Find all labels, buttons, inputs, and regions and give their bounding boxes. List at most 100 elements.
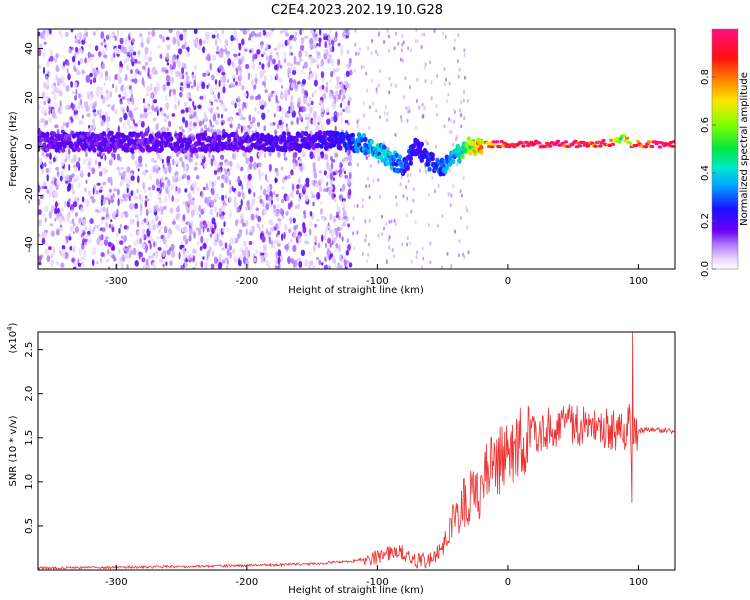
noise-speck [257,162,262,168]
noise-speck [162,251,166,258]
noise-speck [141,77,145,86]
ridge-point [610,142,616,146]
noise-speck [151,29,156,37]
noise-speck [183,102,188,107]
noise-speck [226,79,230,84]
ridge-point [537,141,542,145]
noise-speck [187,46,190,53]
noise-speck [159,34,163,39]
noise-speck [238,229,243,234]
noise-speck [261,112,266,121]
noise-speck [283,157,288,161]
noise-speck [376,52,379,57]
noise-speck [285,32,289,37]
noise-speck [153,107,158,112]
noise-speck [278,119,283,126]
noise-speck [186,221,190,226]
noise-speck [347,122,350,126]
noise-speck [107,176,111,183]
noise-speck [107,241,112,247]
noise-speck [68,198,71,203]
noise-speck [453,119,456,124]
ridge-point [38,146,41,153]
noise-speck [100,219,103,225]
noise-speck [131,37,136,44]
noise-speck [171,250,176,259]
noise-speck [276,104,280,112]
noise-speck [110,219,113,223]
noise-speck [41,149,45,157]
noise-speck [50,259,54,267]
noise-speck [304,259,309,267]
noise-speck [132,119,135,125]
noise-speck [415,255,418,259]
noise-speck [315,235,317,243]
noise-speck [116,153,121,161]
noise-speck [217,262,223,269]
noise-speck [162,164,165,170]
noise-speck [209,208,214,216]
noise-speck [290,169,294,176]
noise-speck [348,262,353,268]
noise-speck [348,188,352,196]
noise-speck [293,66,296,71]
colorbar-tick-label: 0.8 [700,69,711,85]
noise-speck [280,254,284,263]
noise-speck [173,103,178,110]
noise-speck [343,88,346,96]
noise-speck [365,71,368,76]
noise-speck [117,248,121,255]
noise-speck [353,203,356,208]
noise-speck [113,210,117,216]
noise-speck [284,175,288,180]
noise-speck [393,46,396,51]
noise-speck [320,123,324,130]
noise-speck [444,82,446,87]
noise-speck [238,52,241,57]
noise-speck [100,206,103,213]
noise-speck [126,55,130,62]
noise-speck [53,191,57,196]
noise-speck [273,91,276,97]
ridge-point [634,143,639,148]
noise-speck [304,126,309,130]
noise-speck [272,121,276,126]
noise-speck [253,192,256,198]
ridge-point [355,148,360,154]
noise-speck [390,82,393,87]
noise-speck [98,234,102,242]
noise-speck [234,256,237,263]
noise-speck [299,157,303,164]
ridge-point [408,160,413,166]
noise-speck [119,240,124,246]
ridge-point [627,141,633,145]
noise-speck [240,190,243,196]
noise-speck [87,161,92,166]
noise-speck [326,44,330,49]
noise-speck [275,251,278,259]
noise-speck [148,208,153,214]
noise-speck [203,223,208,229]
noise-speck [193,166,198,171]
noise-speck [96,29,99,33]
noise-speck [341,236,344,242]
ridge-point [76,147,81,153]
noise-speck [54,124,59,129]
noise-speck [44,217,47,223]
noise-speck [91,198,96,204]
noise-speck [258,173,262,181]
noise-speck [123,121,127,130]
noise-speck [309,29,313,35]
noise-speck [330,232,334,237]
ridge-point [499,139,504,144]
noise-speck [236,163,240,170]
noise-speck [220,154,225,160]
noise-speck [378,115,381,120]
noise-speck [229,251,232,259]
ridge-point [444,165,449,171]
noise-speck [210,200,214,206]
noise-speck [237,102,240,108]
noise-speck [319,100,323,105]
noise-speck [331,39,335,46]
